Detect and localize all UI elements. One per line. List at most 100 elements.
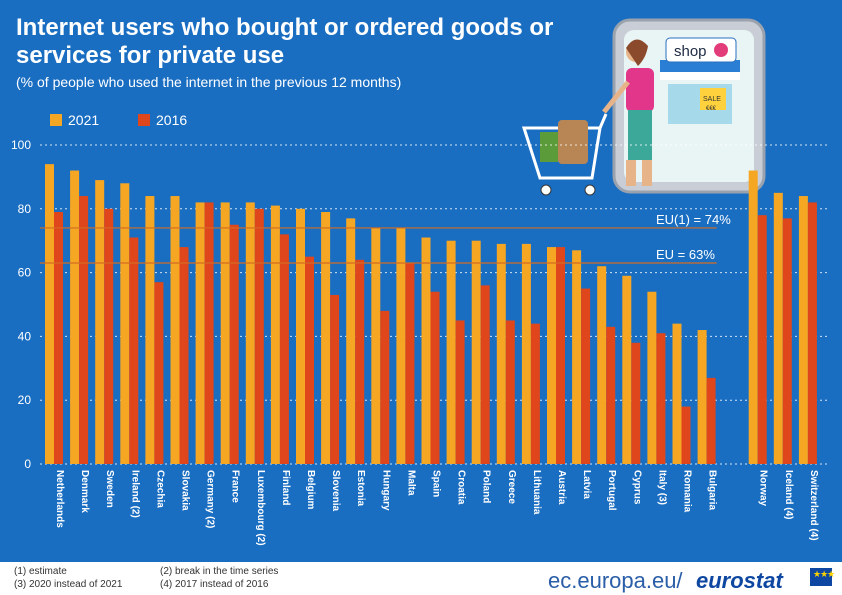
- bar-2016: [279, 234, 289, 464]
- y-tick-label: 0: [24, 457, 31, 471]
- bar-2016: [505, 320, 515, 464]
- bar-2016: [129, 237, 139, 464]
- bar-2021: [170, 196, 180, 465]
- legend-label-2021: 2021: [68, 112, 100, 128]
- footer: (1) estimate (3) 2020 instead of 2021 (2…: [0, 562, 842, 595]
- bar-2021: [446, 240, 456, 464]
- chart-subtitle: (% of people who used the internet in th…: [16, 74, 402, 90]
- bar-2021: [672, 323, 682, 464]
- x-tick-label: Malta: [405, 470, 416, 496]
- bar-2016: [757, 215, 767, 464]
- bar-2021: [421, 237, 431, 464]
- y-tick-label: 40: [18, 329, 32, 343]
- bar-2021: [521, 243, 531, 464]
- bar-2021: [572, 250, 582, 464]
- bar-2016: [154, 282, 164, 464]
- bar-2021: [195, 202, 205, 465]
- bar-2021: [346, 218, 356, 464]
- bar-2021: [120, 183, 130, 464]
- legend-swatch-2016: [138, 114, 150, 126]
- y-tick-label: 100: [11, 138, 31, 152]
- illustration-layer: shop SALE €€€: [521, 18, 766, 196]
- bar-2016: [807, 202, 817, 465]
- eurostat-logo: eurostat: [696, 568, 783, 593]
- bar-2021: [70, 170, 80, 464]
- bar-2016: [706, 377, 716, 464]
- x-tick-label: Romania: [682, 470, 693, 513]
- bar-2016: [581, 288, 591, 464]
- bar-2016: [556, 247, 565, 464]
- bar-2016: [204, 202, 214, 465]
- bar-2021: [773, 192, 783, 464]
- bar-2016: [455, 320, 465, 464]
- eu-average-label: EU = 63%: [656, 247, 715, 262]
- bar-2021: [45, 164, 54, 464]
- bar-chart: 0 20 40 60 80 100 Netherlands Denmark Sweden Irel…: [11, 138, 828, 546]
- bar-2016: [54, 211, 63, 464]
- x-tick-label: Greece: [506, 470, 517, 504]
- bar-2021: [697, 330, 707, 464]
- x-tick-label: Switzerland (4): [808, 470, 819, 541]
- x-tick-label: Denmark: [79, 470, 90, 513]
- legend-swatch-2021: [50, 114, 62, 126]
- x-tick-label: Luxembourg (2): [255, 470, 266, 546]
- x-tick-label: Ireland (2): [129, 470, 140, 518]
- y-tick-label: 20: [18, 393, 32, 407]
- x-tick-label: Spain: [431, 470, 442, 497]
- footnote-3: (3) 2020 instead of 2021: [14, 579, 123, 590]
- bar-2016: [631, 342, 641, 464]
- bar-2016: [355, 259, 365, 464]
- bar-2016: [229, 224, 239, 464]
- bar-2021: [95, 180, 105, 464]
- x-tick-label: Poland: [481, 470, 492, 503]
- shop-sign: shop SALE €€€: [665, 37, 737, 112]
- bar-2016: [782, 218, 792, 464]
- legend-item-2016: 2016: [138, 112, 187, 128]
- bar-2021: [748, 170, 758, 464]
- bar-2016: [305, 256, 314, 464]
- x-tick-label: Hungary: [380, 470, 391, 511]
- price-tag-text: €€€: [706, 106, 717, 112]
- bar-2021: [371, 227, 381, 464]
- bar-2016: [405, 263, 415, 464]
- x-tick-label: Latvia: [581, 470, 592, 499]
- x-tick-label: Portugal: [606, 470, 617, 511]
- bar-2021: [270, 205, 280, 465]
- bar-2021: [647, 291, 657, 464]
- x-tick-label: Italy (3): [656, 470, 667, 505]
- footnote-4: (4) 2017 instead of 2016: [160, 579, 269, 590]
- bar-2021: [622, 275, 632, 464]
- x-tick-label: Cyprus: [631, 470, 642, 505]
- x-tick-label: Slovenia: [330, 470, 341, 512]
- bar-2021: [321, 211, 331, 464]
- bar-2021: [597, 266, 607, 464]
- bar-2016: [606, 326, 616, 464]
- legend-item-2021: 2021: [50, 112, 99, 128]
- x-tick-label: Croatia: [456, 470, 467, 505]
- y-tick-label: 80: [18, 202, 32, 216]
- x-tick-label: Norway: [758, 470, 769, 507]
- eu-average-label: EU(1) = 74%: [656, 212, 731, 227]
- bar-2021: [396, 227, 406, 464]
- phone-illustration: [612, 18, 766, 194]
- x-tick-label: Netherlands: [54, 470, 65, 528]
- bar-2016: [480, 285, 490, 464]
- bar-2021: [220, 202, 230, 465]
- bar-2021: [296, 208, 305, 464]
- x-tick-label: Lithuania: [531, 470, 542, 515]
- y-tick-label: 60: [18, 266, 32, 280]
- x-tick-label: Czechia: [154, 470, 165, 508]
- bar-2021: [471, 240, 481, 464]
- bar-2016: [79, 196, 89, 465]
- bar-2016: [681, 406, 691, 464]
- bar-2016: [530, 323, 540, 464]
- shop-sign-text: shop: [674, 43, 707, 60]
- legend-label-2016: 2016: [156, 112, 188, 128]
- footnote-2: (2) break in the time series: [160, 566, 279, 577]
- source-url[interactable]: ec.europa.eu/: [548, 568, 683, 593]
- x-tick-label: Estonia: [355, 470, 366, 507]
- chart-title: Internet users who bought or ordered goo…: [16, 14, 554, 69]
- bar-2021: [145, 196, 155, 465]
- bar-2016: [330, 294, 340, 464]
